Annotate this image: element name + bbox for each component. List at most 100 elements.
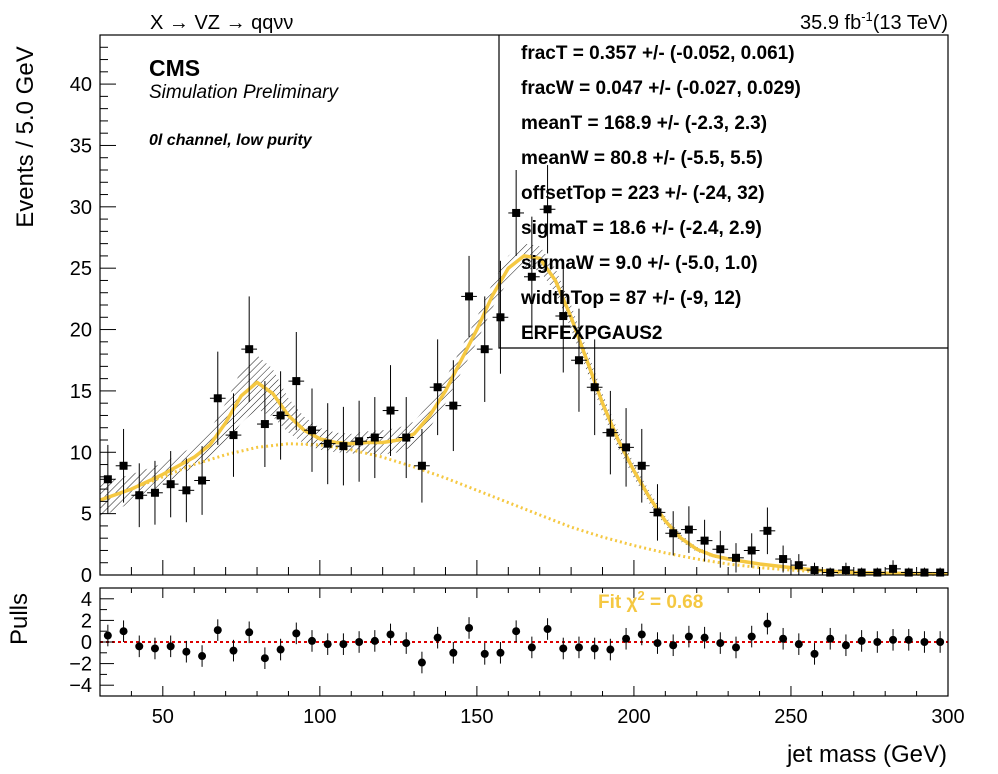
pull-point xyxy=(606,638,615,661)
data-marker xyxy=(119,461,128,470)
data-marker xyxy=(716,545,725,554)
pull-marker xyxy=(936,638,945,646)
lumi-label: 35.9 fb-1(13 TeV) xyxy=(800,9,948,34)
x-tick-label: 50 xyxy=(152,706,174,728)
data-point xyxy=(115,428,132,503)
data-point xyxy=(696,519,713,562)
data-point xyxy=(257,381,273,467)
pull-point xyxy=(826,627,835,650)
data-point xyxy=(414,428,430,503)
data-marker xyxy=(449,401,458,410)
pull-point xyxy=(527,636,536,659)
data-point xyxy=(790,554,807,575)
channel-label: 0l channel, low purity xyxy=(149,132,313,149)
data-marker xyxy=(182,486,191,495)
data-marker xyxy=(841,566,850,575)
pull-marker xyxy=(810,649,819,658)
pull-point xyxy=(323,633,332,655)
pull-marker xyxy=(716,639,725,648)
pull-marker xyxy=(763,619,772,628)
data-point xyxy=(618,408,634,487)
pull-marker xyxy=(732,643,740,652)
pull-marker xyxy=(826,634,835,643)
data-point xyxy=(586,339,603,436)
data-marker xyxy=(323,439,332,448)
pull-point xyxy=(873,631,882,653)
pulls-x-ticks: 50 100 150 200 250 300 xyxy=(99,588,965,728)
data-marker xyxy=(794,561,803,570)
pull-point xyxy=(732,636,740,659)
data-point xyxy=(932,567,948,577)
pull-marker xyxy=(480,649,489,658)
data-point xyxy=(304,388,320,472)
chi2-exponent: 2 xyxy=(637,588,644,603)
data-marker xyxy=(653,508,662,517)
x-tick-label: 250 xyxy=(774,706,807,728)
data-point xyxy=(633,428,650,503)
pull-marker xyxy=(308,636,316,645)
fit-uncertainty-band xyxy=(100,243,948,574)
data-point xyxy=(178,458,195,523)
data-marker xyxy=(355,437,364,446)
y-tick-label: −2 xyxy=(69,654,92,676)
x-tick-label: 200 xyxy=(617,706,650,728)
chi2-value: = 0.68 xyxy=(645,592,704,613)
fit-parameter-line: meanW = 80.8 +/- (-5.5, 5.5) xyxy=(521,148,763,169)
fit-box-border xyxy=(498,35,948,349)
data-point xyxy=(100,444,116,514)
pull-marker xyxy=(260,654,269,663)
data-marker xyxy=(590,383,599,392)
pull-marker xyxy=(512,627,521,636)
pull-marker xyxy=(449,648,458,657)
fit-parameter-line: meanT = 168.9 +/- (-2.3, 2.3) xyxy=(521,113,767,134)
pull-point xyxy=(402,632,411,654)
data-marker xyxy=(700,536,709,545)
pull-marker xyxy=(920,638,929,646)
fit-parameter-line: sigmaW = 9.0 +/- (-5.0, 1.0) xyxy=(521,253,758,274)
pull-point xyxy=(245,621,254,644)
y-tick-label: 2 xyxy=(81,610,92,632)
data-marker xyxy=(292,377,301,386)
data-marker xyxy=(402,433,411,442)
data-point xyxy=(900,567,917,577)
pull-marker xyxy=(386,630,395,639)
data-point xyxy=(461,255,477,337)
data-point xyxy=(162,451,179,518)
pull-marker xyxy=(276,645,285,654)
data-point xyxy=(209,351,226,445)
pull-marker xyxy=(465,623,474,632)
pull-marker xyxy=(622,634,631,643)
pull-marker xyxy=(433,633,442,642)
pull-marker xyxy=(166,642,175,651)
data-point xyxy=(555,259,572,373)
data-marker xyxy=(527,272,536,281)
data-point xyxy=(681,506,697,553)
pull-marker xyxy=(527,643,536,652)
pull-marker xyxy=(370,636,379,645)
data-point xyxy=(759,507,776,555)
data-point xyxy=(853,567,870,577)
pull-marker xyxy=(794,640,803,649)
data-point xyxy=(335,406,352,486)
pull-marker xyxy=(857,636,866,645)
pull-marker xyxy=(543,625,552,634)
pull-marker xyxy=(213,626,222,635)
pull-point xyxy=(857,630,866,652)
data-marker xyxy=(622,443,631,452)
pull-marker xyxy=(119,627,128,636)
data-point xyxy=(508,170,524,256)
fit-parameter-line: sigmaT = 18.6 +/- (-2.4, 2.9) xyxy=(521,218,762,239)
y-tick-label: 15 xyxy=(70,381,92,403)
pull-point xyxy=(465,617,474,639)
data-point xyxy=(366,397,383,479)
pull-marker xyxy=(355,638,364,646)
data-marker xyxy=(245,345,254,354)
data-point xyxy=(351,400,367,482)
pull-point xyxy=(810,643,819,665)
data-point xyxy=(838,562,854,575)
data-point xyxy=(806,562,823,575)
data-point xyxy=(272,371,289,460)
data-point xyxy=(429,339,446,436)
data-marker xyxy=(889,564,898,573)
y-tick-label: 4 xyxy=(81,589,92,611)
